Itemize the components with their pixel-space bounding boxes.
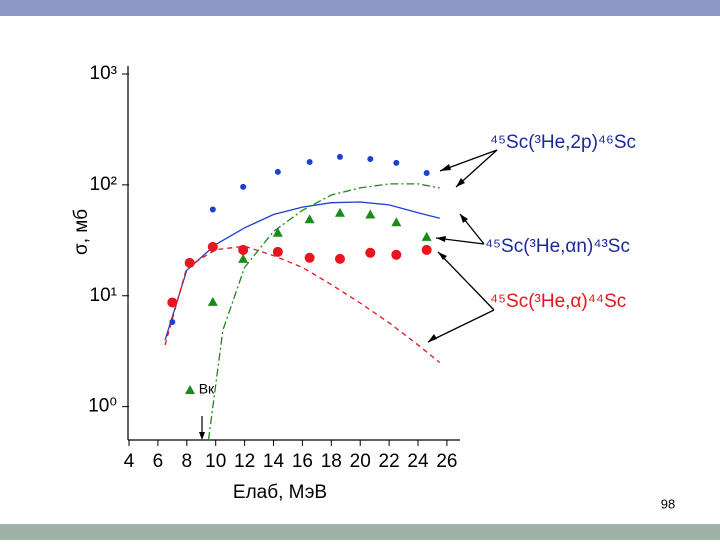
y-tick-label: 10²	[90, 174, 117, 195]
data-point	[240, 183, 247, 190]
data-point	[238, 244, 249, 255]
x-tick-label: 6	[153, 451, 164, 472]
data-point	[365, 209, 376, 219]
x-tick-label: 8	[182, 451, 193, 472]
reaction-label: ⁴⁵Sc(³He,α)⁴⁴Sc	[490, 291, 626, 312]
data-point	[207, 241, 218, 252]
data-point	[391, 217, 402, 227]
page-number: 98	[661, 496, 675, 511]
x-tick-label: 22	[379, 451, 400, 472]
data-point	[334, 207, 345, 217]
top-bar	[0, 0, 720, 16]
x-tick-label: 26	[436, 451, 457, 472]
data-point	[334, 253, 345, 264]
data-point	[421, 244, 432, 255]
data-point	[272, 227, 283, 237]
y-axis-label: σ, мб	[71, 209, 92, 255]
data-point	[238, 253, 249, 263]
data-point	[167, 297, 178, 308]
x-tick-label: 16	[292, 451, 313, 472]
barrier-label: Bк	[199, 381, 215, 397]
data-point	[304, 252, 315, 263]
data-point	[336, 153, 343, 160]
data-point	[393, 159, 400, 166]
data-point	[304, 214, 315, 224]
x-tick-label: 24	[407, 451, 429, 472]
y-tick-label: 10⁰	[88, 396, 117, 417]
data-point	[365, 247, 376, 258]
data-point	[421, 231, 432, 241]
arrow-heads	[428, 164, 468, 342]
data-point	[423, 169, 430, 176]
x-tick-label: 18	[321, 451, 342, 472]
barrier-arrow-head	[199, 432, 205, 440]
x-axis-label: Eлаб, МэВ	[233, 482, 327, 503]
reaction-label: ⁴⁵Sc(³He,αn)⁴³Sc	[485, 236, 630, 257]
data-point	[306, 158, 313, 165]
data-point	[272, 246, 283, 257]
y-tick-label: 10³	[90, 63, 117, 84]
x-tick-label: 14	[263, 451, 285, 472]
y-tick-label: 10¹	[90, 285, 117, 306]
data-point	[184, 257, 195, 268]
theory-curve	[164, 201, 440, 341]
pointer-arrows	[427, 149, 498, 343]
x-tick-label: 12	[234, 451, 255, 472]
theory-curve	[164, 245, 441, 364]
data-point	[274, 168, 281, 175]
x-tick-label: 10	[205, 451, 226, 472]
data-point	[391, 249, 402, 260]
reaction-label: ⁴⁵Sc(³He,2p)⁴⁶Sc	[490, 132, 636, 153]
x-tick-label: 4	[124, 451, 135, 472]
data-point	[209, 206, 216, 213]
x-tick-label: 20	[350, 451, 371, 472]
barrier-legend-marker	[185, 385, 195, 394]
data-point	[207, 296, 218, 306]
bottom-bar	[0, 524, 720, 540]
data-point	[367, 156, 374, 163]
theory-curve	[207, 183, 440, 441]
data-point	[169, 318, 176, 325]
